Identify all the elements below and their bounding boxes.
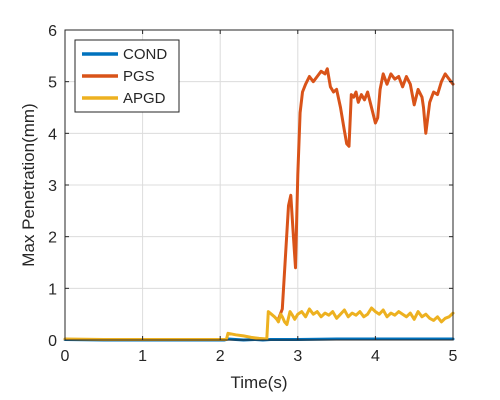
y-tick-label: 1 (48, 281, 57, 298)
series-line-apgd (63, 306, 455, 341)
x-axis-title: Time(s) (231, 373, 288, 392)
y-tick-label: 6 (48, 23, 57, 40)
legend-label: COND (123, 46, 167, 63)
x-tick-label: 0 (61, 348, 70, 365)
legend-label: APGD (123, 90, 166, 107)
legend: COND PGS APGD (74, 39, 180, 113)
legend-label: PGS (123, 68, 155, 85)
grid (64, 29, 454, 341)
y-tick-label: 4 (48, 126, 57, 143)
x-tick-label: 1 (138, 348, 147, 365)
x-tick-label: 4 (371, 348, 380, 365)
x-axis-ticks: 0 1 2 3 4 5 (61, 30, 458, 365)
y-tick-label: 0 (48, 333, 57, 350)
x-tick-label: 2 (216, 348, 225, 365)
y-tick-label: 2 (48, 230, 57, 247)
series-line-pgs (276, 67, 455, 321)
y-tick-label: 3 (48, 178, 57, 195)
y-axis-ticks: 0 1 2 3 4 5 6 (48, 23, 453, 350)
x-tick-label: 5 (449, 348, 458, 365)
y-axis-title: Max Penetration(mm) (19, 103, 38, 266)
x-tick-label: 3 (293, 348, 302, 365)
y-tick-label: 5 (48, 75, 57, 92)
